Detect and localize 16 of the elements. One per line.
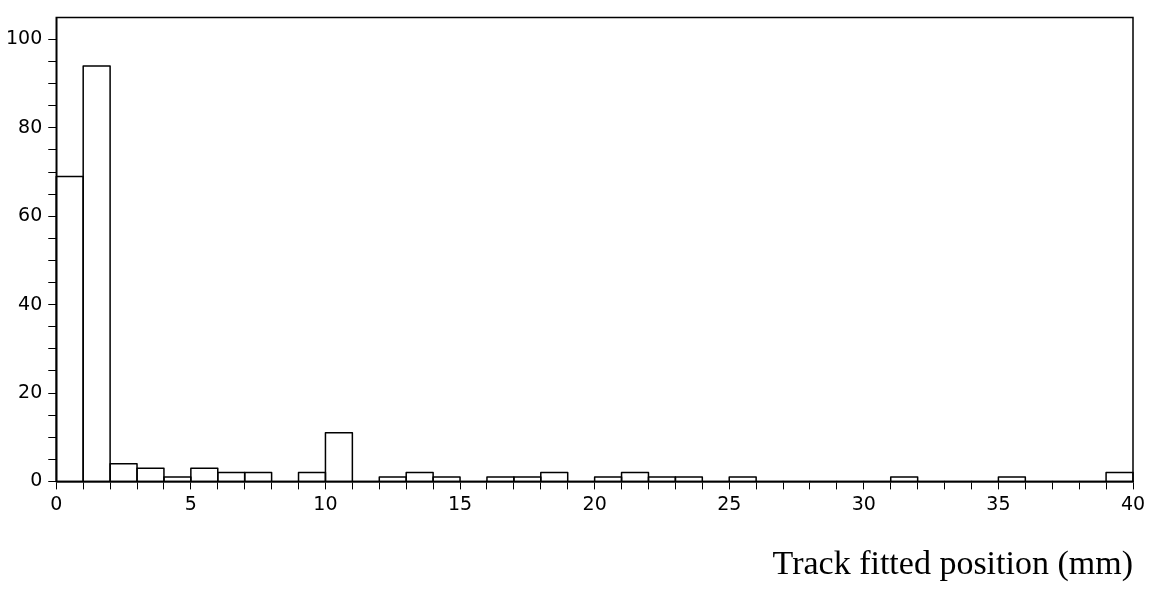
- x-tick-label: 0: [50, 491, 63, 514]
- x-axis-title: Track fitted position (mm): [772, 543, 1133, 582]
- y-tick-label: 100: [6, 26, 43, 49]
- x-tick-label: 40: [1120, 491, 1146, 514]
- y-tick-label: 60: [18, 203, 43, 226]
- x-tick-label: 25: [717, 491, 742, 514]
- y-tick-label: 0: [30, 468, 43, 491]
- y-tick-label: 80: [18, 114, 43, 137]
- x-tick-label: 10: [313, 491, 338, 514]
- x-tick-label: 20: [582, 491, 607, 514]
- x-tick-label: 5: [184, 491, 197, 514]
- x-tick-label: 35: [986, 491, 1011, 514]
- y-tick-label: 40: [18, 291, 43, 314]
- x-tick-label: 30: [851, 491, 876, 514]
- x-tick-label: 15: [447, 491, 473, 514]
- y-tick-label: 20: [18, 379, 43, 402]
